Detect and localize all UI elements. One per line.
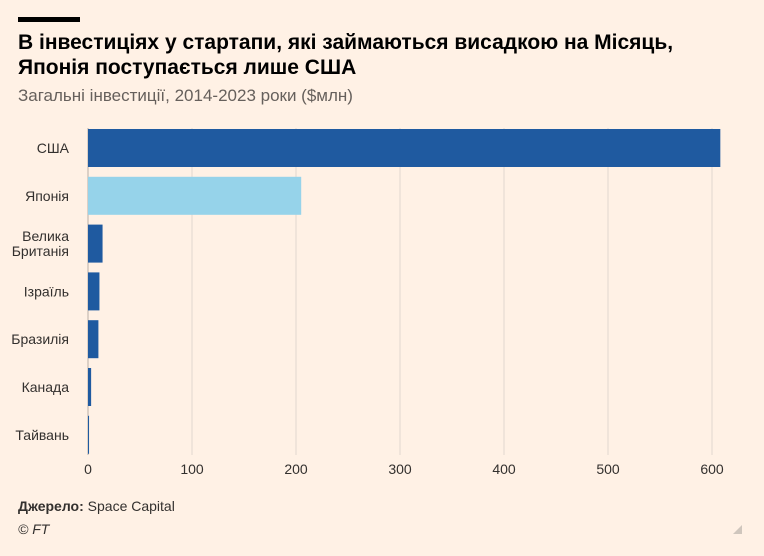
x-tick-label: 400 (492, 461, 516, 477)
bar (88, 224, 103, 263)
x-tick-label: 300 (388, 461, 412, 477)
x-tick-label: 200 (284, 461, 308, 477)
source-label: Джерело: (18, 498, 84, 514)
copyright: © FT (18, 521, 50, 537)
bar (88, 129, 721, 167)
category-label: Тайвань (15, 427, 69, 443)
x-tick-label: 100 (180, 461, 204, 477)
source-value: Space Capital (87, 498, 175, 514)
bar (88, 368, 92, 406)
category-label: Ізраїль (24, 283, 69, 299)
category-label: Канада (22, 379, 70, 395)
category-label: Японія (25, 188, 69, 204)
bar (88, 272, 100, 311)
bar (88, 176, 302, 215)
category-label: США (37, 140, 70, 156)
resize-corner-icon (733, 525, 742, 534)
x-axis-ticks: 0 100 200 300 400 500 600 (84, 461, 724, 477)
category-label: Велика Британія (12, 228, 69, 259)
chart-title: В інвестиціях у стартапи, які займаються… (18, 31, 674, 79)
source-note: Джерело: Space Capital (18, 498, 175, 514)
category-label: Бразилія (11, 331, 69, 347)
x-tick-label: 600 (700, 461, 724, 477)
header-accent-bar (18, 17, 80, 22)
x-tick-label: 500 (596, 461, 620, 477)
bar (88, 320, 99, 359)
category-labels: США Японія Велика Британія Ізраїль Бразилія Ка… (11, 140, 69, 443)
chart-subtitle: Загальні інвестиції, 2014-2023 роки ($мл… (18, 86, 353, 105)
bars (88, 129, 721, 454)
x-tick-label: 0 (84, 461, 92, 477)
bar (88, 415, 90, 454)
